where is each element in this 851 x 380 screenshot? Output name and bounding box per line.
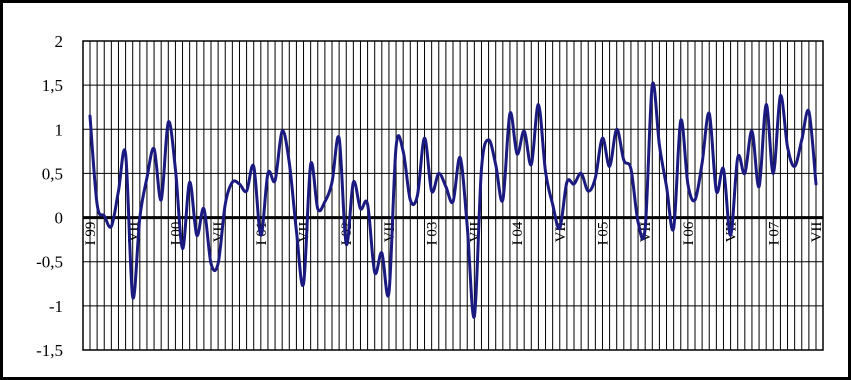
y-tick-label: -0,5 xyxy=(36,253,63,272)
x-tick-label: I 04 xyxy=(510,221,526,245)
x-tick-label: I 99 xyxy=(83,222,99,246)
y-tick-label: -1 xyxy=(49,297,63,316)
x-tick-label: VII xyxy=(467,222,483,243)
x-tick-label: I 06 xyxy=(681,221,697,245)
series-line xyxy=(88,81,818,319)
x-tick-label: VII xyxy=(382,222,398,243)
y-tick-label: 1 xyxy=(55,120,64,139)
x-tick-label: I 03 xyxy=(425,222,441,246)
y-tick-label: 2 xyxy=(55,32,64,51)
y-axis: -1,5 -1 -0,5 0 0,5 1 1,5 2 xyxy=(36,32,63,360)
x-tick-label: I 07 xyxy=(766,221,782,245)
x-tick-label: VII xyxy=(211,222,227,243)
x-tick-label: I 05 xyxy=(595,222,611,246)
y-tick-label: 1,5 xyxy=(42,76,63,95)
y-tick-label: 0,5 xyxy=(42,164,63,183)
y-tick-label: 0 xyxy=(55,209,64,228)
y-tick-label: -1,5 xyxy=(36,341,63,360)
x-tick-label: VII xyxy=(297,222,313,243)
x-tick-label: VII xyxy=(809,222,825,243)
